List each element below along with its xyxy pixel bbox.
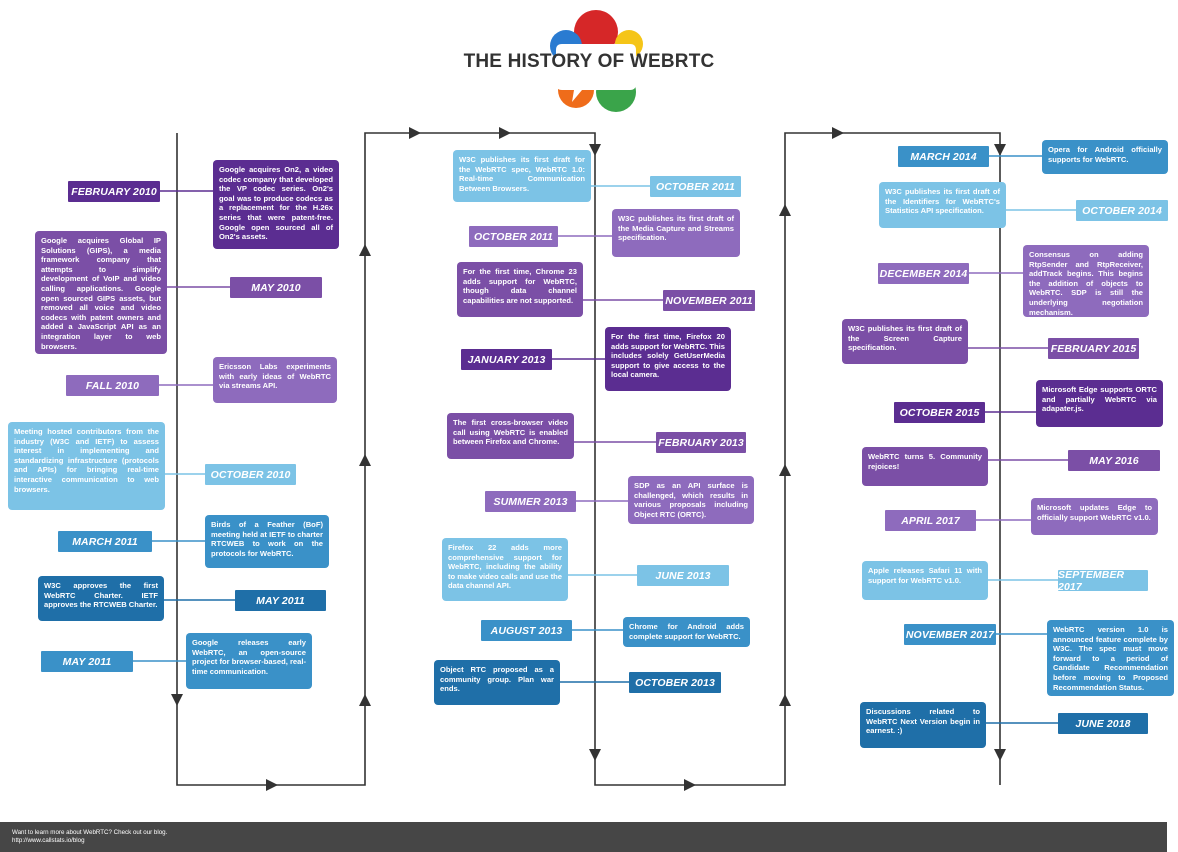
event-description-5: W3C approves the first WebRTC Charter. I… xyxy=(38,576,164,621)
event-date-22: APRIL 2017 xyxy=(885,510,976,531)
arrow-right-top3 xyxy=(832,127,844,139)
event-description-13: Firefox 22 adds more comprehensive suppo… xyxy=(442,538,568,601)
event-description-0: Google acquires On2, a video codec compa… xyxy=(213,160,339,249)
event-date-2: FALL 2010 xyxy=(66,375,159,396)
event-date-4: MARCH 2011 xyxy=(58,531,152,552)
event-description-12: SDP as an API surface is challenged, whi… xyxy=(628,476,754,524)
event-description-21: WebRTC turns 5. Community rejoices! xyxy=(862,447,988,486)
event-date-11: FEBRUARY 2013 xyxy=(656,432,746,453)
arrow-down-col3a xyxy=(589,144,601,156)
arrow-right-bottom1 xyxy=(266,779,278,791)
event-date-13: JUNE 2013 xyxy=(637,565,729,586)
logo-red-blob xyxy=(574,10,618,54)
event-date-16: MARCH 2014 xyxy=(898,146,989,167)
footer-bar: Want to learn more about WebRTC? Check o… xyxy=(0,822,1167,852)
arrow-up-col4c xyxy=(779,204,791,216)
page-title: THE HISTORY OF WEBRTC xyxy=(463,51,715,72)
event-date-9: NOVEMBER 2011 xyxy=(663,290,755,311)
event-date-12: SUMMER 2013 xyxy=(485,491,576,512)
event-description-4: Birds of a Feather (BoF) meeting held at… xyxy=(205,515,329,568)
event-date-3: OCTOBER 2010 xyxy=(205,464,296,485)
logo-speech-bubble xyxy=(556,44,636,102)
event-description-6: Google releases early WebRTC, an open-so… xyxy=(186,633,312,689)
event-description-17: W3C publishes its first draft of the Ide… xyxy=(879,182,1006,228)
event-description-2: Ericsson Labs experiments with early ide… xyxy=(213,357,337,403)
arrow-right-top1 xyxy=(409,127,421,139)
event-description-16: Opera for Android officially supports fo… xyxy=(1042,140,1168,174)
event-description-14: Chrome for Android adds complete support… xyxy=(623,617,750,647)
arrow-up-col2b xyxy=(359,454,371,466)
event-date-20: OCTOBER 2015 xyxy=(894,402,985,423)
arrow-down-col5b xyxy=(994,749,1006,761)
event-description-15: Object RTC proposed as a community group… xyxy=(434,660,560,705)
event-description-25: Discussions related to WebRTC Next Versi… xyxy=(860,702,986,748)
webrtc-logo xyxy=(550,10,643,112)
event-description-18: Consensus on adding RtpSender and RtpRec… xyxy=(1023,245,1149,317)
event-date-7: OCTOBER 2011 xyxy=(650,176,741,197)
footer-blog-link[interactable]: http://www.callstats.io/blog xyxy=(12,837,85,844)
arrow-up-col4a xyxy=(779,694,791,706)
arrow-up-col2c xyxy=(359,244,371,256)
event-date-10: JANUARY 2013 xyxy=(461,349,552,370)
event-description-23: Apple releases Safari 11 with support fo… xyxy=(862,561,988,600)
event-date-24: NOVEMBER 2017 xyxy=(904,624,996,645)
event-description-3: Meeting hosted contributors from the ind… xyxy=(8,422,165,510)
event-description-9: For the first time, Chrome 23 adds suppo… xyxy=(457,262,583,317)
event-date-5: MAY 2011 xyxy=(235,590,326,611)
event-date-25: JUNE 2018 xyxy=(1058,713,1148,734)
arrow-down-col5a xyxy=(994,144,1006,156)
event-date-1: MAY 2010 xyxy=(230,277,322,298)
footer-blog-prompt: Want to learn more about WebRTC? Check o… xyxy=(12,829,168,836)
event-description-24: WebRTC version 1.0 is announced feature … xyxy=(1047,620,1174,696)
event-description-1: Google acquires Global IP Solutions (GIP… xyxy=(35,231,167,354)
event-date-15: OCTOBER 2013 xyxy=(629,672,721,693)
arrow-down-col1 xyxy=(171,694,183,706)
event-date-14: AUGUST 2013 xyxy=(481,620,572,641)
event-description-20: Microsoft Edge supports ORTC and partial… xyxy=(1036,380,1163,427)
event-date-8: OCTOBER 2011 xyxy=(469,226,558,247)
event-description-19: W3C publishes its first draft of the Scr… xyxy=(842,319,968,364)
arrow-right-top2 xyxy=(499,127,511,139)
event-description-22: Microsoft updates Edge to officially sup… xyxy=(1031,498,1158,535)
event-description-7: W3C publishes its first draft for the We… xyxy=(453,150,591,202)
event-date-23: SEPTEMBER 2017 xyxy=(1058,569,1148,593)
arrow-right-bottom2 xyxy=(684,779,696,791)
arrow-up-col4b xyxy=(779,464,791,476)
event-description-8: W3C publishes its first draft of the Med… xyxy=(612,209,740,257)
event-date-0: FEBRUARY 2010 xyxy=(68,181,160,202)
arrow-up-col2a xyxy=(359,694,371,706)
event-date-17: OCTOBER 2014 xyxy=(1076,200,1168,221)
event-description-11: The first cross-browser video call using… xyxy=(447,413,574,459)
event-date-21: MAY 2016 xyxy=(1068,450,1160,471)
event-description-10: For the first time, Firefox 20 adds supp… xyxy=(605,327,731,391)
arrow-down-col3b xyxy=(589,749,601,761)
event-date-19: FEBRUARY 2015 xyxy=(1048,338,1139,359)
event-date-6: MAY 2011 xyxy=(41,651,133,672)
event-date-18: DECEMBER 2014 xyxy=(878,263,969,284)
